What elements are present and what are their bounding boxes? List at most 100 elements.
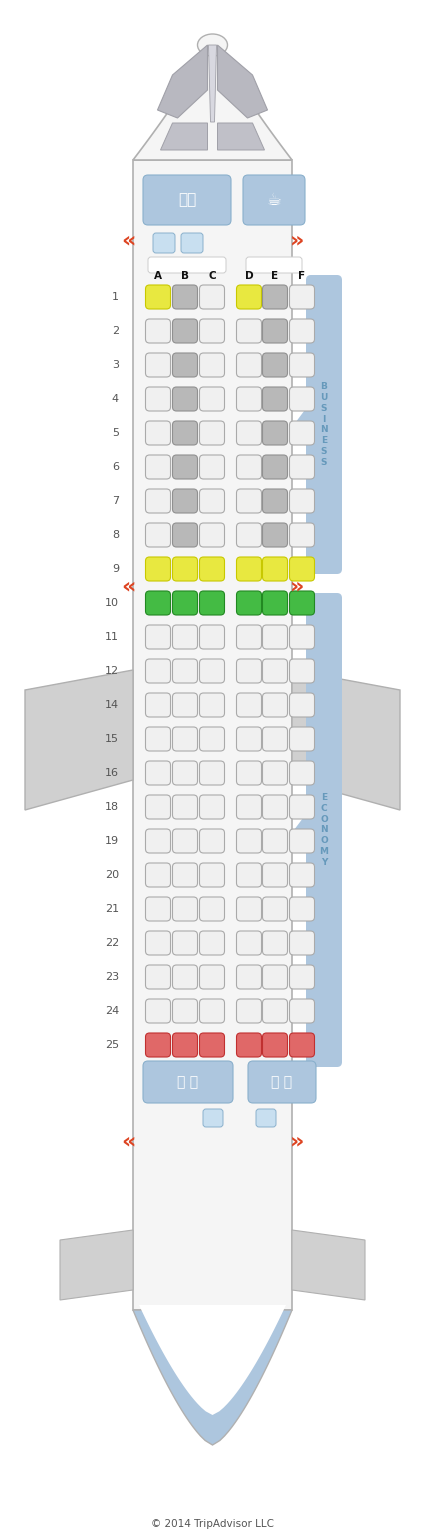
FancyBboxPatch shape: [173, 862, 198, 887]
FancyBboxPatch shape: [263, 932, 287, 955]
FancyBboxPatch shape: [236, 932, 261, 955]
Text: 4: 4: [112, 394, 119, 403]
FancyBboxPatch shape: [289, 557, 314, 581]
FancyBboxPatch shape: [289, 862, 314, 887]
FancyBboxPatch shape: [236, 727, 261, 752]
FancyBboxPatch shape: [236, 387, 261, 411]
FancyBboxPatch shape: [145, 490, 170, 513]
FancyBboxPatch shape: [289, 727, 314, 752]
FancyBboxPatch shape: [263, 420, 287, 445]
FancyBboxPatch shape: [173, 285, 198, 310]
Text: © 2014 TripAdvisor LLC: © 2014 TripAdvisor LLC: [151, 1518, 274, 1529]
Polygon shape: [25, 670, 133, 810]
Polygon shape: [218, 45, 267, 119]
FancyBboxPatch shape: [199, 795, 224, 819]
FancyBboxPatch shape: [263, 896, 287, 921]
FancyBboxPatch shape: [263, 966, 287, 989]
FancyBboxPatch shape: [236, 557, 261, 581]
Text: 18: 18: [105, 802, 119, 812]
FancyBboxPatch shape: [236, 896, 261, 921]
FancyBboxPatch shape: [145, 557, 170, 581]
FancyBboxPatch shape: [145, 896, 170, 921]
FancyBboxPatch shape: [145, 727, 170, 752]
Polygon shape: [133, 1311, 292, 1445]
FancyBboxPatch shape: [199, 591, 224, 614]
Text: 3: 3: [112, 360, 119, 370]
Text: B
U
S
I
N
E
S
S: B U S I N E S S: [320, 382, 328, 467]
Polygon shape: [161, 123, 207, 149]
FancyBboxPatch shape: [289, 625, 314, 648]
FancyBboxPatch shape: [145, 862, 170, 887]
FancyBboxPatch shape: [248, 1061, 316, 1103]
Text: «: «: [121, 576, 135, 596]
FancyBboxPatch shape: [289, 693, 314, 718]
FancyBboxPatch shape: [143, 1061, 233, 1103]
FancyBboxPatch shape: [181, 233, 203, 253]
Polygon shape: [292, 670, 400, 810]
FancyBboxPatch shape: [236, 1033, 261, 1056]
Polygon shape: [209, 45, 216, 122]
FancyBboxPatch shape: [173, 625, 198, 648]
FancyBboxPatch shape: [263, 1033, 287, 1056]
Text: 20: 20: [105, 870, 119, 879]
FancyBboxPatch shape: [236, 490, 261, 513]
FancyBboxPatch shape: [289, 659, 314, 684]
FancyBboxPatch shape: [236, 693, 261, 718]
FancyBboxPatch shape: [199, 932, 224, 955]
FancyBboxPatch shape: [173, 1033, 198, 1056]
FancyBboxPatch shape: [145, 625, 170, 648]
FancyBboxPatch shape: [263, 693, 287, 718]
FancyBboxPatch shape: [145, 932, 170, 955]
FancyBboxPatch shape: [199, 727, 224, 752]
FancyBboxPatch shape: [289, 285, 314, 310]
FancyBboxPatch shape: [143, 176, 231, 225]
FancyBboxPatch shape: [263, 490, 287, 513]
FancyBboxPatch shape: [289, 319, 314, 343]
FancyBboxPatch shape: [173, 353, 198, 377]
FancyBboxPatch shape: [289, 524, 314, 547]
FancyBboxPatch shape: [199, 420, 224, 445]
Text: B: B: [181, 271, 189, 280]
FancyBboxPatch shape: [199, 862, 224, 887]
FancyBboxPatch shape: [173, 591, 198, 614]
FancyBboxPatch shape: [263, 285, 287, 310]
FancyBboxPatch shape: [173, 454, 198, 479]
FancyBboxPatch shape: [153, 233, 175, 253]
FancyBboxPatch shape: [236, 524, 261, 547]
FancyBboxPatch shape: [289, 387, 314, 411]
FancyBboxPatch shape: [199, 353, 224, 377]
FancyBboxPatch shape: [199, 285, 224, 310]
FancyBboxPatch shape: [263, 454, 287, 479]
Text: 10: 10: [105, 598, 119, 608]
FancyBboxPatch shape: [173, 999, 198, 1023]
FancyBboxPatch shape: [236, 795, 261, 819]
FancyBboxPatch shape: [173, 761, 198, 785]
FancyBboxPatch shape: [263, 795, 287, 819]
Text: 2: 2: [112, 326, 119, 336]
Text: 23: 23: [105, 972, 119, 983]
FancyBboxPatch shape: [145, 454, 170, 479]
FancyBboxPatch shape: [289, 591, 314, 614]
Text: 24: 24: [105, 1006, 119, 1016]
Text: ☕: ☕: [204, 1395, 221, 1414]
FancyBboxPatch shape: [289, 966, 314, 989]
FancyBboxPatch shape: [199, 761, 224, 785]
Text: 7: 7: [112, 496, 119, 507]
FancyBboxPatch shape: [236, 353, 261, 377]
FancyBboxPatch shape: [145, 761, 170, 785]
FancyBboxPatch shape: [236, 659, 261, 684]
FancyBboxPatch shape: [145, 1033, 170, 1056]
FancyBboxPatch shape: [246, 257, 302, 273]
FancyBboxPatch shape: [256, 1109, 276, 1127]
Text: E
C
O
N
O
M
Y: E C O N O M Y: [320, 793, 329, 867]
FancyBboxPatch shape: [145, 659, 170, 684]
Text: »: »: [290, 576, 304, 596]
FancyBboxPatch shape: [145, 966, 170, 989]
FancyBboxPatch shape: [145, 353, 170, 377]
FancyBboxPatch shape: [289, 761, 314, 785]
Polygon shape: [294, 408, 306, 440]
FancyBboxPatch shape: [236, 625, 261, 648]
FancyBboxPatch shape: [263, 862, 287, 887]
Text: D: D: [245, 271, 253, 280]
FancyBboxPatch shape: [263, 524, 287, 547]
